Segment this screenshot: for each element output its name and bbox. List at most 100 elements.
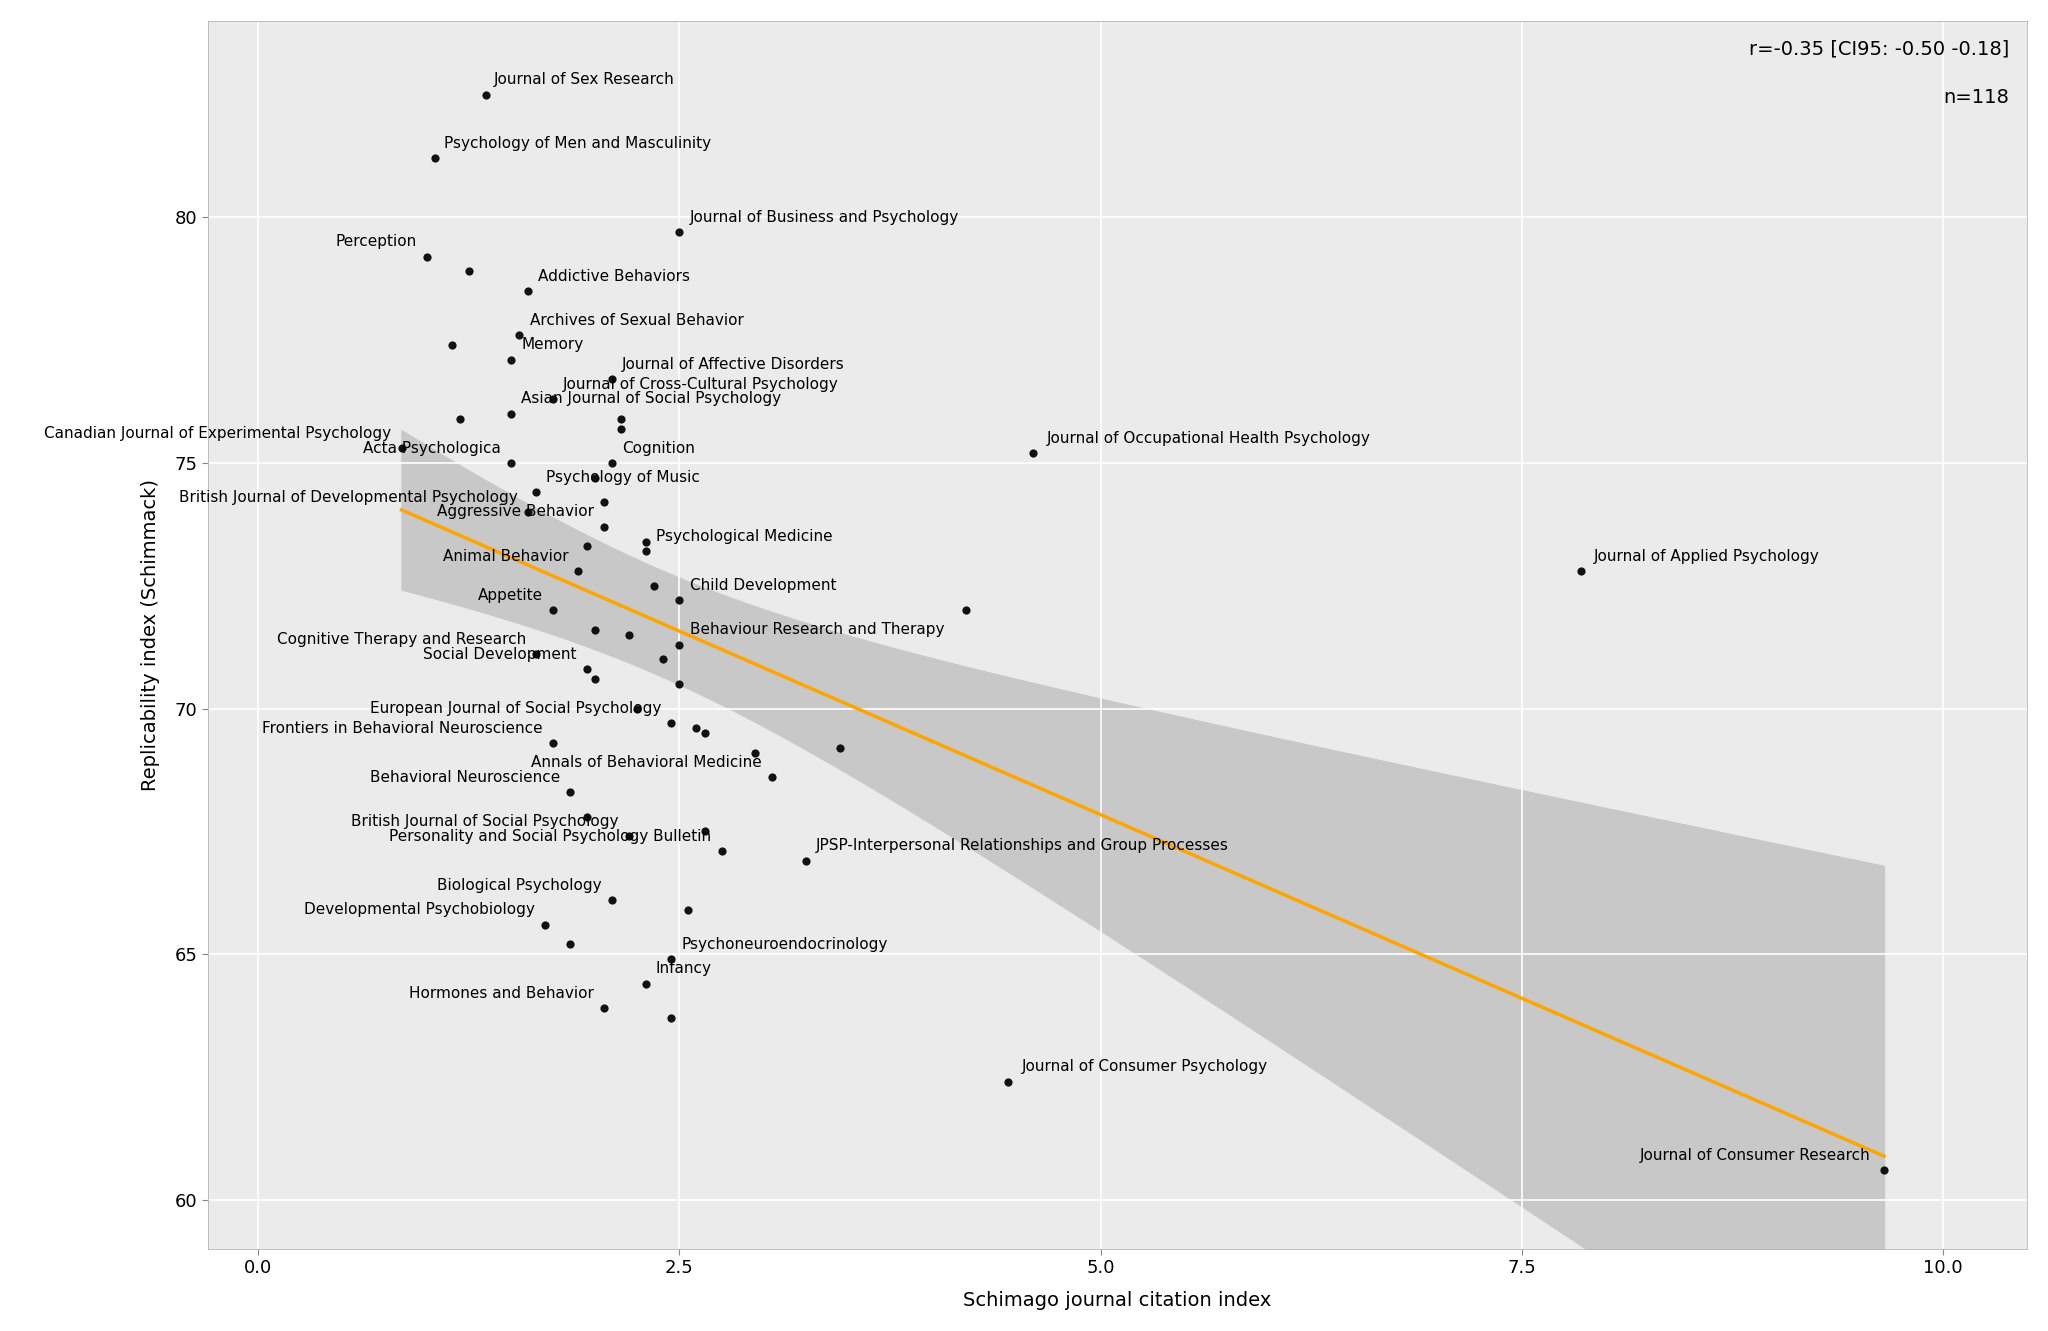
- Point: [739, 743, 772, 764]
- Point: [680, 717, 713, 739]
- Point: [991, 1071, 1024, 1093]
- Point: [520, 644, 553, 666]
- Point: [596, 453, 629, 474]
- Point: [580, 668, 612, 689]
- Point: [596, 889, 629, 910]
- Text: Animal Behavior: Animal Behavior: [442, 548, 567, 563]
- Text: Journal of Cross-Cultural Psychology: Journal of Cross-Cultural Psychology: [563, 377, 840, 391]
- Text: Psychoneuroendocrinology: Psychoneuroendocrinology: [682, 937, 887, 952]
- Point: [612, 624, 645, 646]
- Point: [788, 851, 821, 872]
- Point: [637, 575, 670, 596]
- Point: [823, 737, 856, 759]
- Text: Journal of Business and Psychology: Journal of Business and Psychology: [690, 210, 958, 225]
- Point: [655, 712, 688, 733]
- Point: [418, 148, 451, 169]
- Point: [580, 619, 612, 640]
- Point: [553, 933, 586, 954]
- Point: [688, 821, 721, 843]
- Point: [553, 781, 586, 803]
- Text: Social Development: Social Development: [424, 647, 578, 662]
- Point: [647, 648, 680, 669]
- Point: [1868, 1159, 1901, 1181]
- Point: [588, 516, 621, 538]
- Text: Journal of Sex Research: Journal of Sex Research: [494, 72, 676, 87]
- Point: [705, 840, 737, 861]
- Point: [629, 973, 662, 994]
- Text: Journal of Consumer Research: Journal of Consumer Research: [1640, 1147, 1870, 1163]
- Text: Journal of Occupational Health Psychology: Journal of Occupational Health Psycholog…: [1047, 431, 1370, 446]
- Point: [664, 221, 696, 242]
- Point: [629, 531, 662, 552]
- Text: Cognitive Therapy and Research: Cognitive Therapy and Research: [276, 632, 526, 647]
- Point: [496, 403, 528, 425]
- Text: Psychology of Men and Masculinity: Psychology of Men and Masculinity: [444, 136, 711, 150]
- Text: Journal of Consumer Psychology: Journal of Consumer Psychology: [1022, 1059, 1268, 1074]
- Point: [571, 659, 604, 680]
- Point: [664, 634, 696, 655]
- Point: [436, 334, 469, 355]
- Text: Personality and Social Psychology Bulletin: Personality and Social Psychology Bullet…: [389, 829, 711, 844]
- Point: [410, 246, 442, 268]
- Point: [537, 732, 569, 753]
- Point: [664, 673, 696, 695]
- Point: [469, 84, 502, 105]
- Text: n=118: n=118: [1944, 88, 2009, 108]
- Text: European Journal of Social Psychology: European Journal of Social Psychology: [369, 701, 662, 716]
- Text: Psychological Medicine: Psychological Medicine: [655, 528, 831, 544]
- Point: [1565, 560, 1597, 582]
- Point: [629, 540, 662, 562]
- Text: Perception: Perception: [336, 234, 416, 249]
- Point: [655, 949, 688, 970]
- Text: Behavioral Neuroscience: Behavioral Neuroscience: [369, 769, 559, 785]
- Text: Annals of Behavioral Medicine: Annals of Behavioral Medicine: [530, 755, 762, 769]
- Text: Cognition: Cognition: [623, 441, 694, 455]
- Point: [612, 825, 645, 847]
- Text: Canadian Journal of Experimental Psychology: Canadian Journal of Experimental Psychol…: [45, 426, 391, 441]
- Text: Memory: Memory: [520, 337, 584, 353]
- Y-axis label: Replicability index (Schimmack): Replicability index (Schimmack): [141, 479, 160, 791]
- Point: [588, 491, 621, 512]
- Point: [604, 418, 637, 439]
- Text: Hormones and Behavior: Hormones and Behavior: [410, 986, 594, 1001]
- Point: [496, 453, 528, 474]
- Text: Infancy: Infancy: [655, 961, 713, 976]
- Point: [444, 409, 477, 430]
- Point: [621, 697, 653, 719]
- Text: Frontiers in Behavioral Neuroscience: Frontiers in Behavioral Neuroscience: [262, 720, 543, 736]
- Point: [528, 914, 561, 936]
- Text: Behaviour Research and Therapy: Behaviour Research and Therapy: [690, 623, 944, 638]
- Text: Appetite: Appetite: [477, 588, 543, 603]
- Text: Addictive Behaviors: Addictive Behaviors: [539, 269, 690, 284]
- Point: [1018, 442, 1051, 463]
- Text: Aggressive Behavior: Aggressive Behavior: [436, 504, 594, 519]
- Text: Developmental Psychobiology: Developmental Psychobiology: [303, 902, 535, 917]
- Point: [664, 590, 696, 611]
- Point: [537, 600, 569, 622]
- Point: [950, 600, 983, 622]
- Text: Biological Psychology: Biological Psychology: [438, 877, 602, 893]
- Point: [571, 536, 604, 558]
- Point: [571, 807, 604, 828]
- Text: JPSP-Interpersonal Relationships and Group Processes: JPSP-Interpersonal Relationships and Gro…: [815, 839, 1229, 853]
- Point: [588, 997, 621, 1018]
- Point: [688, 723, 721, 744]
- Text: Psychology of Music: Psychology of Music: [547, 470, 700, 484]
- Text: Acta Psychologica: Acta Psychologica: [362, 441, 502, 455]
- X-axis label: Schimago journal citation index: Schimago journal citation index: [963, 1291, 1272, 1310]
- Point: [604, 409, 637, 430]
- Point: [512, 502, 545, 523]
- Point: [504, 325, 537, 346]
- Text: Asian Journal of Social Psychology: Asian Journal of Social Psychology: [520, 391, 780, 406]
- Point: [655, 1008, 688, 1029]
- Point: [496, 349, 528, 370]
- Point: [537, 389, 569, 410]
- Text: Journal of Affective Disorders: Journal of Affective Disorders: [623, 357, 846, 373]
- Text: r=-0.35 [CI95: -0.50 -0.18]: r=-0.35 [CI95: -0.50 -0.18]: [1749, 39, 2009, 59]
- Point: [385, 438, 418, 459]
- Point: [672, 900, 705, 921]
- Text: British Journal of Developmental Psychology: British Journal of Developmental Psychol…: [178, 490, 518, 504]
- Point: [512, 281, 545, 302]
- Point: [561, 560, 594, 582]
- Text: Journal of Applied Psychology: Journal of Applied Psychology: [1593, 548, 1821, 563]
